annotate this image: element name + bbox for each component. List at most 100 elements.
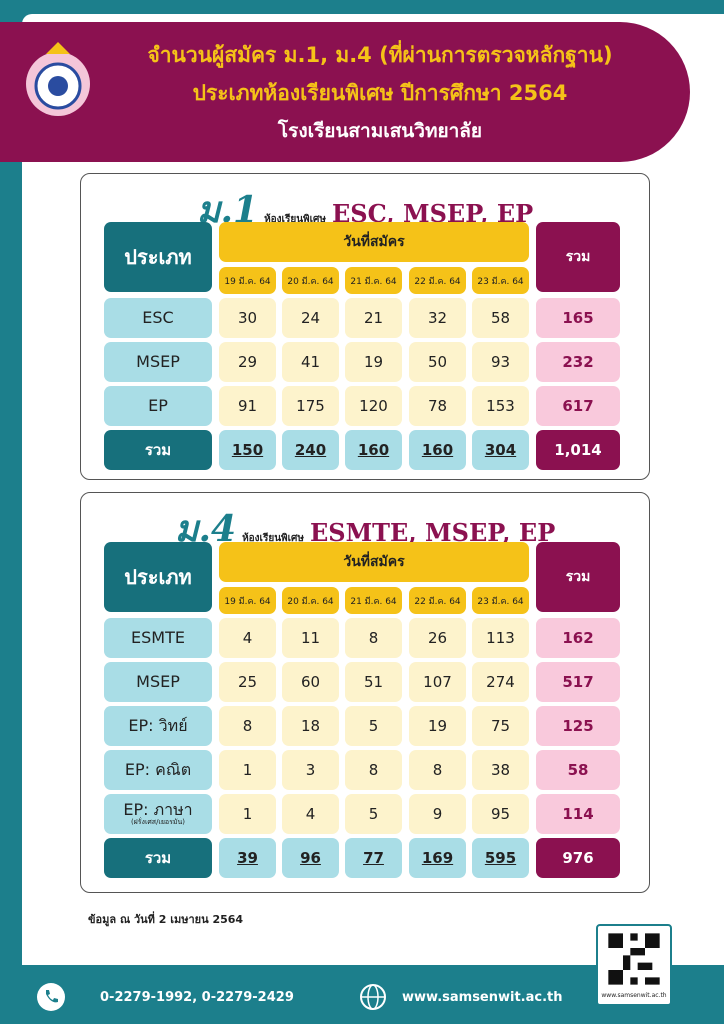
- cell: 60: [282, 662, 339, 702]
- cell: 18: [282, 706, 339, 746]
- row-sublabel: (ฝรั่งเศส/เยอรมัน): [130, 817, 186, 826]
- total-header: รวม: [536, 222, 620, 292]
- row-label: EP: ภาษา (ฝรั่งเศส/เยอรมัน): [104, 794, 212, 834]
- cell: 11: [282, 618, 339, 658]
- cell: 1: [219, 750, 276, 790]
- total-cell: 169: [409, 838, 466, 878]
- subtitle: ห้องเรียนพิเศษ: [264, 214, 326, 225]
- web-icon: [360, 984, 386, 1010]
- table-box: [80, 173, 650, 480]
- cell: 78: [409, 386, 466, 426]
- title-line: ประเภทห้องเรียนพิเศษ ปีการศึกษา 2564: [192, 81, 568, 105]
- row-label: MSEP: [104, 662, 212, 702]
- row-label-text: EP: คณิต: [124, 759, 192, 779]
- cell: 32: [409, 298, 466, 338]
- cell: 75: [472, 706, 529, 746]
- row-total: 617: [536, 386, 620, 426]
- row-label-text: MSEP: [136, 671, 180, 691]
- date: 23 มี.ค. 64: [472, 267, 529, 294]
- cell: 5: [345, 706, 402, 746]
- cell: 1: [219, 794, 276, 834]
- cell: 113: [472, 618, 529, 658]
- row-total: 125: [536, 706, 620, 746]
- total-cell: 150: [219, 430, 276, 470]
- table-box: [80, 492, 650, 893]
- grand-total: 1,014: [536, 430, 620, 470]
- qr-code: www.samsenwit.ac.th: [596, 924, 672, 1006]
- cell: 29: [219, 342, 276, 382]
- header-title: จำนวนผู้สมัคร ม.1, ม.4 (ที่ผ่านการตรวจหล…: [100, 36, 660, 150]
- cell: 274: [472, 662, 529, 702]
- date: 23 มี.ค. 64: [472, 587, 529, 614]
- cell: 120: [345, 386, 402, 426]
- row-label-text: EP: วิทย์: [128, 715, 188, 735]
- row-label: EP: คณิต: [104, 750, 212, 790]
- cell: 107: [409, 662, 466, 702]
- cell: 25: [219, 662, 276, 702]
- row-label: MSEP: [104, 342, 212, 382]
- cell: 30: [219, 298, 276, 338]
- cell: 4: [282, 794, 339, 834]
- cell: 24: [282, 298, 339, 338]
- cell: 95: [472, 794, 529, 834]
- total-label: รวม: [104, 430, 212, 470]
- total-cell: 240: [282, 430, 339, 470]
- row-label-text: ESMTE: [131, 627, 185, 647]
- qr-caption: www.samsenwit.ac.th: [601, 992, 667, 999]
- website: www.samsenwit.ac.th: [402, 990, 563, 1005]
- note: ข้อมูล ณ วันที่ 2 เมษายน 2564: [88, 913, 244, 926]
- row-label: EP: วิทย์: [104, 706, 212, 746]
- logo: [26, 42, 90, 116]
- date: 22 มี.ค. 64: [409, 267, 466, 294]
- phone-icon: [37, 983, 65, 1011]
- cell: 93: [472, 342, 529, 382]
- date-header: วันที่สมัคร: [219, 542, 529, 582]
- cell: 8: [345, 750, 402, 790]
- header-band: [0, 22, 690, 162]
- type-header: ประเภท: [104, 222, 212, 292]
- date: 21 มี.ค. 64: [345, 587, 402, 614]
- cell: 9: [409, 794, 466, 834]
- cell: 38: [472, 750, 529, 790]
- total-cell: 96: [282, 838, 339, 878]
- cell: 41: [282, 342, 339, 382]
- subtitle: ห้องเรียนพิเศษ: [242, 533, 304, 544]
- total-cell: 39: [219, 838, 276, 878]
- cell: 21: [345, 298, 402, 338]
- title-line: จำนวนผู้สมัคร ม.1, ม.4 (ที่ผ่านการตรวจหล…: [147, 43, 613, 67]
- date: 20 มี.ค. 64: [282, 587, 339, 614]
- row-label-text: ESC: [142, 307, 174, 327]
- row-label-text: EP: ภาษา: [123, 799, 193, 819]
- row-label: ESMTE: [104, 618, 212, 658]
- cell: 175: [282, 386, 339, 426]
- cell: 8: [409, 750, 466, 790]
- qr-pattern: [608, 933, 660, 985]
- date-header: วันที่สมัคร: [219, 222, 529, 262]
- cell: 19: [345, 342, 402, 382]
- cell: 8: [345, 618, 402, 658]
- title-line: โรงเรียนสามเสนวิทยาลัย: [277, 120, 483, 142]
- total-cell: 77: [345, 838, 402, 878]
- cell: 153: [472, 386, 529, 426]
- phone: 0-2279-1992, 0-2279-2429: [100, 990, 294, 1005]
- row-total: 517: [536, 662, 620, 702]
- cell: 5: [345, 794, 402, 834]
- total-cell: 160: [409, 430, 466, 470]
- total-header: รวม: [536, 542, 620, 612]
- total-cell: 304: [472, 430, 529, 470]
- cell: 4: [219, 618, 276, 658]
- cell: 3: [282, 750, 339, 790]
- row-total: 58: [536, 750, 620, 790]
- type-header: ประเภท: [104, 542, 212, 612]
- cell: 51: [345, 662, 402, 702]
- date: 22 มี.ค. 64: [409, 587, 466, 614]
- total-cell: 595: [472, 838, 529, 878]
- grand-total: 976: [536, 838, 620, 878]
- total-cell: 160: [345, 430, 402, 470]
- cell: 58: [472, 298, 529, 338]
- total-label: รวม: [104, 838, 212, 878]
- date: 21 มี.ค. 64: [345, 267, 402, 294]
- cell: 50: [409, 342, 466, 382]
- date: 20 มี.ค. 64: [282, 267, 339, 294]
